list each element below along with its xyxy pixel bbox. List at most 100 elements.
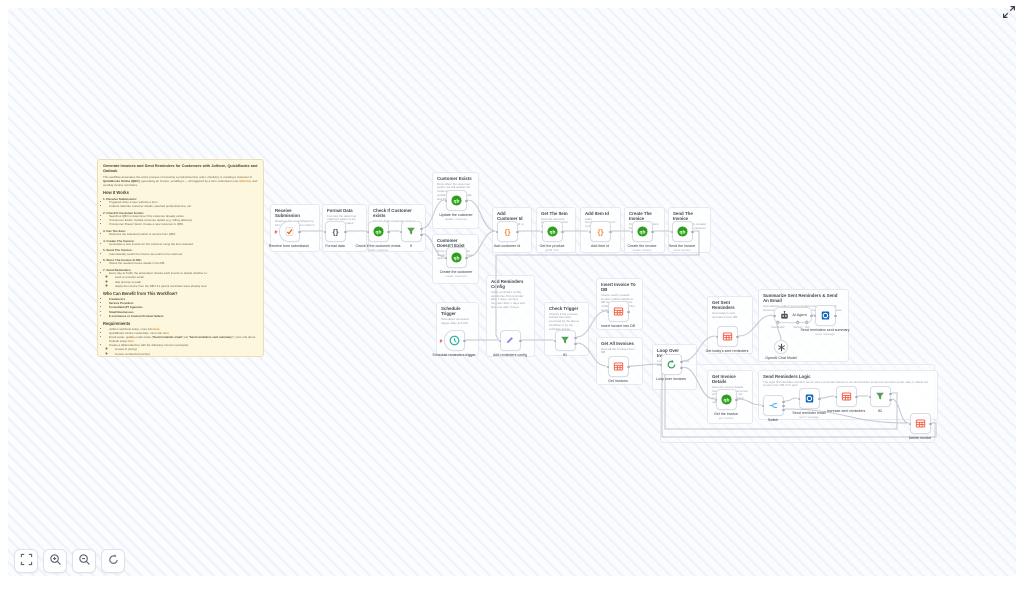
output-port[interactable]: [888, 392, 892, 396]
sticky-link[interactable]: here: [162, 330, 169, 335]
zoom-out-button[interactable]: [72, 549, 96, 573]
step-bullet: Collects data like customer details, sel…: [109, 204, 258, 209]
sticky-note[interactable]: Generate Invoices and Send Reminders for…: [97, 159, 264, 357]
step-title: 2. Check If Customer Exists:: [103, 210, 145, 215]
step-title: 7. Send Reminders:: [103, 267, 132, 272]
input-port[interactable]: [606, 310, 610, 314]
node-create-customer[interactable]: qb Create the customer create: customer: [428, 246, 484, 278]
output-port[interactable]: [386, 230, 390, 234]
clock-icon: [449, 335, 460, 346]
input-port[interactable]: [444, 199, 448, 203]
node-delete-invoice[interactable]: Delete invoice: [892, 412, 948, 440]
node-ai-agent[interactable]: AI Agent Chat Model* Memory Tool: [765, 307, 821, 329]
output-port[interactable]: [679, 360, 683, 364]
node-label: Add item id: [591, 243, 609, 248]
node-format-data[interactable]: {} Format data: [307, 220, 363, 248]
sticky-note-intro: This workflow automates the entire proce…: [103, 175, 258, 188]
output-port[interactable]: [560, 230, 564, 234]
input-port[interactable]: [773, 314, 776, 318]
node-send-summary[interactable]: Send reminders sent summary send: message: [797, 304, 853, 336]
node-add-reminders-config[interactable]: Add reminders config: [482, 329, 538, 357]
output-port[interactable]: [515, 230, 519, 234]
output-port[interactable]: [690, 230, 694, 234]
output-port[interactable]: [626, 310, 630, 314]
input-port[interactable]: [553, 339, 557, 343]
node-if1[interactable]: If1: [537, 329, 593, 357]
input-port[interactable]: [498, 339, 502, 343]
output-port[interactable]: [810, 314, 813, 318]
output-port[interactable]: [419, 233, 423, 237]
sticky-link[interactable]: here: [127, 338, 134, 343]
sticky-link[interactable]: Jotform: [238, 179, 250, 184]
input-port[interactable]: [399, 230, 403, 234]
input-port[interactable]: [834, 395, 838, 399]
node-if2[interactable]: If2: [852, 385, 908, 413]
node-schedule-trigger[interactable]: Schedule reminders trigger: [426, 329, 482, 357]
input-port[interactable]: [797, 397, 801, 401]
input-port[interactable]: [606, 365, 610, 369]
node-get-invoices[interactable]: Get invoices: [590, 355, 646, 383]
node-update-customer[interactable]: qb Update the customer update: customer: [428, 189, 484, 221]
input-port[interactable]: [444, 256, 448, 260]
output-port[interactable]: [464, 199, 468, 203]
svg-text:qb: qb: [639, 229, 645, 235]
input-port[interactable]: [659, 363, 663, 367]
output-port[interactable]: [679, 366, 683, 370]
input-port[interactable]: [495, 230, 499, 234]
node-openai-model[interactable]: OpenAI Chat Model: [753, 340, 809, 360]
output-port[interactable]: [928, 422, 932, 426]
output-port[interactable]: [573, 336, 577, 340]
zoom-in-button[interactable]: [43, 549, 67, 573]
input-port[interactable]: [670, 230, 674, 234]
undo-button[interactable]: [101, 549, 125, 573]
output-port[interactable]: [573, 342, 577, 346]
output-port[interactable]: [833, 314, 837, 318]
quickbooks-icon: qb: [636, 225, 648, 237]
sticky-link[interactable]: here: [153, 326, 160, 331]
step-bullet: Retrieves the selected product or servic…: [109, 232, 258, 237]
input-port[interactable]: [714, 398, 718, 402]
robot-icon: [779, 310, 790, 321]
input-port[interactable]: [323, 230, 327, 234]
svg-text:{}: {}: [504, 227, 510, 236]
output-port[interactable]: [297, 230, 301, 234]
step-bullet: Triggered when a user submits a form.: [109, 200, 258, 205]
output-port[interactable]: [626, 365, 630, 369]
output-port[interactable]: [608, 230, 612, 234]
output-port[interactable]: [518, 339, 522, 343]
node-insert-invoice-db[interactable]: Insert invoice into DB: [590, 300, 646, 328]
input-port[interactable]: [761, 404, 765, 408]
node-check-customer-exists[interactable]: qb Check if the customer exists getAll: cu…: [350, 220, 406, 252]
node-loop-over-invoices[interactable]: Loop over invoices: [643, 353, 699, 381]
lightning-icon: [274, 229, 278, 235]
output-port[interactable]: [462, 339, 466, 343]
node-receive-form-submission[interactable]: Receive form submission: [261, 220, 317, 248]
input-port[interactable]: [540, 230, 544, 234]
fit-view-button[interactable]: [14, 549, 38, 573]
node-get-today-sent[interactable]: Get today's sent reminders: [699, 325, 755, 353]
output-port[interactable]: [734, 398, 738, 402]
requirement-item: invoice number/id (number): [115, 352, 258, 356]
input-port[interactable]: [868, 395, 872, 399]
input-port[interactable]: [588, 230, 592, 234]
output-port[interactable]: [735, 335, 739, 339]
input-port[interactable]: [630, 230, 634, 234]
input-port[interactable]: [813, 314, 817, 318]
group-description: Schedules reminders trigger daily at 8 A…: [441, 316, 470, 325]
benefit-item: Freelancers: [109, 297, 258, 302]
output-port[interactable]: [419, 227, 423, 231]
node-send-invoice[interactable]: qb Send the invoice send: invoice: [654, 220, 710, 252]
loop-icon: [666, 359, 677, 370]
input-port[interactable]: [715, 335, 719, 339]
input-port[interactable]: [366, 230, 370, 234]
input-port[interactable]: [908, 422, 912, 426]
node-if[interactable]: If: [383, 220, 439, 248]
output-port[interactable]: [343, 230, 347, 234]
node-label: Schedule reminders trigger: [432, 352, 476, 357]
output-port[interactable]: [464, 256, 468, 260]
output-port[interactable]: [888, 398, 892, 402]
step-bullet: Stores the needed invoice details in the…: [109, 262, 258, 266]
expand-button[interactable]: [1001, 5, 1016, 20]
